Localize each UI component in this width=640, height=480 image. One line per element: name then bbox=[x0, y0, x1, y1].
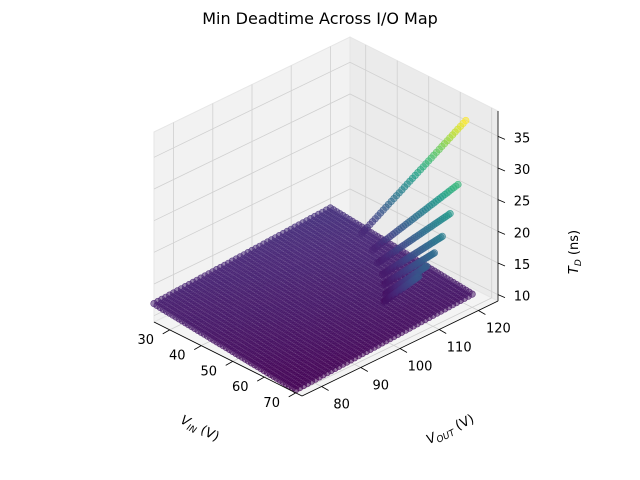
z-axis-label-sub: D bbox=[574, 259, 584, 266]
z-axis-label-main: T bbox=[567, 265, 582, 274]
grid-z-25 bbox=[153, 125, 499, 222]
data-point bbox=[415, 272, 423, 280]
z-tick-label-25: 25 bbox=[514, 195, 531, 210]
y-tick-label-100: 100 bbox=[408, 360, 433, 375]
x-axis-label-unit: (V) bbox=[194, 421, 221, 445]
x-axis-label-sub: IN bbox=[185, 423, 198, 436]
x-tick-label-60: 60 bbox=[232, 380, 249, 395]
grid-z-35 bbox=[153, 61, 499, 158]
z-tick-mark-35 bbox=[497, 135, 506, 140]
y-tick-mark-90 bbox=[360, 367, 368, 372]
grid-x-70 bbox=[295, 107, 493, 394]
grid-z-15 bbox=[153, 188, 499, 285]
tick-labels: 30 40 50 60 70 80 90 100 110 120 10 15 20 25 30 35 bbox=[137, 131, 530, 412]
x-tick-mark-40 bbox=[194, 345, 202, 350]
x-tick-label-40: 40 bbox=[169, 349, 186, 364]
x-axis-label: VIN (V) bbox=[177, 413, 222, 447]
z-tick-label-15: 15 bbox=[514, 258, 531, 273]
y-axis-label: VOUT (V) bbox=[424, 412, 478, 450]
z-tick-label-30: 30 bbox=[514, 163, 531, 178]
data-point bbox=[423, 262, 431, 270]
y-tick-mark-110 bbox=[439, 329, 447, 334]
z-tick-mark-25 bbox=[497, 199, 506, 204]
z-axis-label: TD (ns) bbox=[567, 230, 584, 274]
x-tick-mark-30 bbox=[162, 329, 170, 335]
y-tick-mark-100 bbox=[399, 348, 408, 353]
grid-z-20 bbox=[153, 156, 499, 253]
data-point bbox=[438, 232, 446, 240]
y-tick-mark-80 bbox=[321, 386, 329, 391]
axis-lines bbox=[153, 111, 506, 398]
y-tick-label-120: 120 bbox=[486, 322, 511, 337]
data-point bbox=[462, 116, 470, 125]
y-tick-label-80: 80 bbox=[333, 398, 350, 413]
x-axis-line bbox=[153, 321, 303, 397]
data-point bbox=[454, 180, 462, 189]
z-tick-label-20: 20 bbox=[514, 226, 531, 241]
data-point bbox=[468, 290, 476, 298]
x-tick-mark-60 bbox=[257, 376, 265, 382]
z-tick-mark-15 bbox=[497, 262, 506, 267]
x-tick-label-70: 70 bbox=[263, 396, 280, 411]
data-point bbox=[430, 249, 439, 257]
z-axis-label-unit: (ns) bbox=[567, 230, 582, 259]
data-point bbox=[446, 210, 454, 218]
x-tick-label-50: 50 bbox=[200, 364, 217, 379]
x-tick-mark-50 bbox=[225, 361, 233, 366]
z-tick-label-10: 10 bbox=[514, 290, 531, 305]
z-tick-mark-20 bbox=[497, 230, 506, 235]
y-tick-mark-120 bbox=[478, 310, 486, 315]
x-tick-mark-70 bbox=[288, 392, 296, 398]
chart-title: Min Deadtime Across I/O Map bbox=[202, 9, 438, 28]
y-tick-label-90: 90 bbox=[373, 379, 390, 394]
y-axis-label-unit: (V) bbox=[449, 412, 476, 436]
z-tick-mark-30 bbox=[497, 167, 506, 172]
y-tick-label-110: 110 bbox=[447, 341, 472, 356]
x-tick-label-30: 30 bbox=[137, 333, 154, 348]
scatter-points bbox=[150, 116, 476, 394]
z-tick-mark-10 bbox=[497, 294, 506, 299]
z-tick-label-35: 35 bbox=[514, 131, 531, 146]
